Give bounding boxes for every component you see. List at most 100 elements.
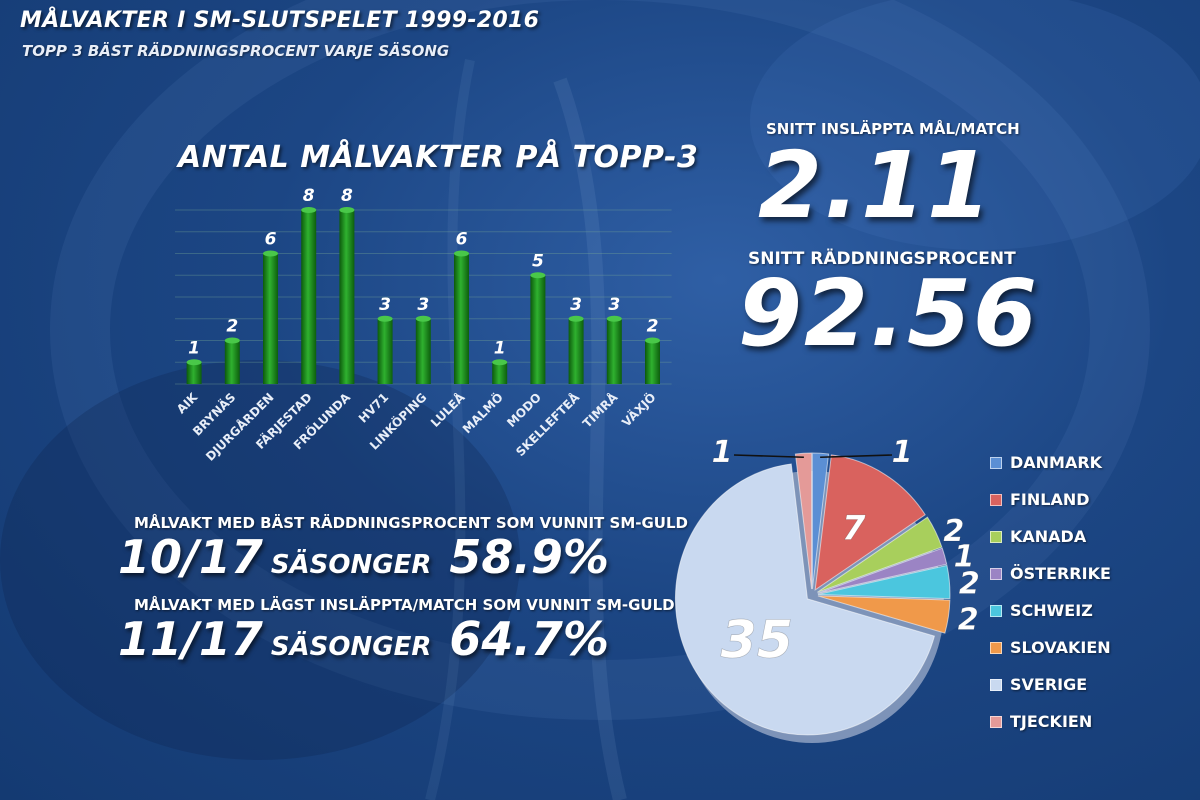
avg-goals-label: SNITT INSLÄPPTA MÅL/MATCH [766,120,1020,138]
bar-cap [530,272,546,279]
best-save-champion-stat: 10/17 SÄSONGER 58.9% [118,530,609,584]
bar-cap [186,359,202,366]
best-save-season-count: 10/17 [118,530,263,584]
lowest-goals-season-unit: SÄSONGER [270,632,432,662]
pie-slice [817,547,948,594]
legend-swatch [990,493,1002,506]
bar-value-label: 3 [570,295,582,315]
avg-goals-value: 2.11 [758,132,993,239]
avg-save-label: SNITT RÄDDNINGSPROCENT [748,249,1016,269]
best-save-champion-label: MÅLVAKT MED BÄST RÄDDNINGSPROCENT SOM VU… [134,514,688,532]
bar [492,362,508,384]
pie-leader-line [733,454,804,459]
pie-value-label: 2 [958,603,979,638]
pie-slice [817,595,951,634]
legend-label: DANMARK [1010,453,1103,472]
page-subtitle: TOPP 3 BÄST RÄDDNINGSPROCENT VARJE SÄSON… [22,42,450,60]
legend-swatch [990,456,1002,469]
bar-value-label: 3 [417,295,429,315]
bar-cap [301,207,317,213]
pie-leader-line [820,454,893,459]
lowest-goals-champion-stat: 11/17 SÄSONGER 64.7% [118,612,609,666]
legend-label: FINLAND [1010,490,1090,509]
bar [301,210,317,384]
bar [339,210,355,384]
legend-item: SCHWEIZ [990,592,1111,629]
bar-value-label: 1 [188,338,200,358]
bar [415,318,431,384]
legend-label: SCHWEIZ [1010,601,1093,620]
best-save-season-percent: 58.9% [449,530,609,584]
bar [263,253,278,384]
bar [454,253,469,384]
legend-label: SVERIGE [1010,675,1088,694]
bar-value-label: 5 [532,251,544,271]
bar-cap [224,337,240,344]
best-save-season-unit: SÄSONGER [270,550,432,580]
bar [224,340,240,384]
legend-swatch [990,530,1002,543]
pie-value-label: 1 [892,435,913,470]
bar [186,362,202,384]
legend-label: ÖSTERRIKE [1010,564,1111,583]
avg-save-value: 92.56 [738,260,1040,367]
lowest-goals-season-percent: 64.7% [449,612,609,666]
bar-value-label: 8 [341,186,353,206]
bar-cap [645,337,660,344]
bar-value-label: 2 [647,317,659,337]
pie-value-label: 1 [954,539,975,574]
legend-item: SLOVAKIEN [990,629,1111,666]
legend-item: FINLAND [990,481,1111,518]
bar-cap [492,359,508,366]
legend-swatch [990,715,1002,728]
lowest-goals-champion-label: MÅLVAKT MED LÄGST INSLÄPPTA/MATCH SOM VU… [134,596,675,614]
legend-item: TJECKIEN [990,703,1111,740]
bar [377,318,393,384]
pie-value-label: 1 [712,435,733,470]
bar-chart-title: ANTAL MÅLVAKTER PÅ TOPP-3 [178,140,699,175]
bar-value-label: 6 [265,230,277,250]
legend-item: DANMARK [990,444,1111,481]
pie-value-label: 2 [959,566,980,601]
bar-cap [377,315,393,322]
bar-cap [568,315,584,322]
legend-label: TJECKIEN [1010,712,1093,731]
pie-slice [811,452,830,590]
legend-swatch [990,641,1002,654]
pie-slice [794,452,813,590]
legend-item: KANADA [990,518,1111,555]
bar-cap [415,315,431,322]
page-title: MÅLVAKTER I SM-SLUTSPELET 1999-2016 [20,8,540,33]
bar-value-label: 8 [303,186,315,206]
pie-slice [675,463,936,736]
bar-value-label: 1 [494,338,506,358]
bar-cap [263,250,278,257]
bar-value-label: 3 [379,295,391,315]
pie-value-label: 7 [842,509,866,549]
legend-item: ÖSTERRIKE [990,555,1111,592]
legend-label: KANADA [1010,527,1087,546]
bar [530,275,546,384]
bar-cap [454,250,469,257]
bar [645,340,660,384]
bar-value-label: 2 [226,317,238,337]
legend-swatch [990,678,1002,691]
legend-item: SVERIGE [990,666,1111,703]
legend-swatch [990,604,1002,617]
bar [568,318,584,384]
pie-value-label: 35 [721,611,793,671]
pie-legend: DANMARK FINLAND KANADA ÖSTERRIKE SCHWEIZ… [990,444,1111,740]
bar-cap [339,207,355,213]
legend-swatch [990,567,1002,580]
lowest-goals-season-count: 11/17 [118,612,263,666]
pie-slice [817,564,951,600]
pie-slice [817,516,943,593]
bar [606,318,622,384]
bar-cap [606,315,622,322]
bar-value-label: 6 [456,230,468,250]
bar-value-label: 3 [608,295,620,315]
legend-label: SLOVAKIEN [1010,638,1111,657]
pie-value-label: 2 [943,514,964,549]
